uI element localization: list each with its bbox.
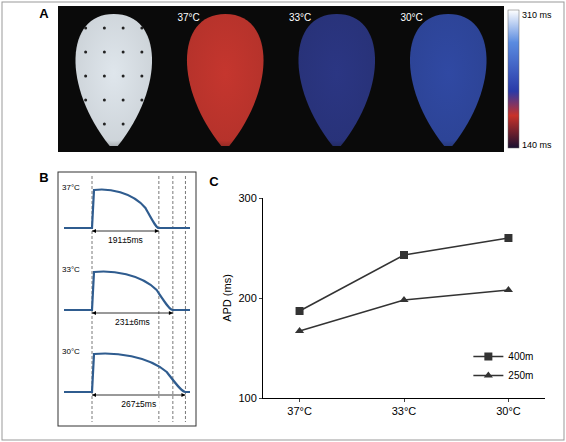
svg-text:33°C: 33°C <box>289 12 311 23</box>
svg-text:33°C: 33°C <box>62 265 80 274</box>
svg-text:310 ms: 310 ms <box>522 10 552 20</box>
svg-text:267±5ms: 267±5ms <box>121 399 156 409</box>
svg-text:33°C: 33°C <box>392 405 417 417</box>
svg-text:A: A <box>39 6 49 21</box>
svg-text:37°C: 37°C <box>62 183 80 192</box>
svg-text:231±6ms: 231±6ms <box>115 317 150 327</box>
svg-text:400m: 400m <box>508 351 533 362</box>
svg-text:30°C: 30°C <box>401 12 423 23</box>
svg-text:200: 200 <box>238 292 256 304</box>
svg-text:C: C <box>209 174 219 189</box>
svg-text:30°C: 30°C <box>62 347 80 356</box>
svg-text:30°C: 30°C <box>496 405 521 417</box>
svg-text:APD (ms): APD (ms) <box>221 274 233 322</box>
svg-text:37°C: 37°C <box>287 405 312 417</box>
svg-text:250m: 250m <box>508 370 533 381</box>
svg-text:191±5ms: 191±5ms <box>108 235 143 245</box>
svg-text:140 ms: 140 ms <box>522 140 552 150</box>
svg-text:B: B <box>39 170 48 185</box>
svg-text:37°C: 37°C <box>178 12 200 23</box>
svg-text:100: 100 <box>238 392 256 404</box>
svg-text:300: 300 <box>238 192 256 204</box>
